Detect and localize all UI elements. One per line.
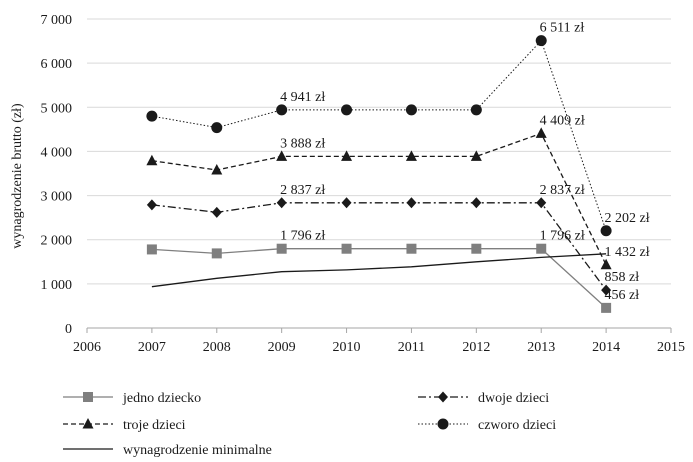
- data-point-dwoje-dzieci: [601, 284, 612, 296]
- data-point-troje-dzieci: [146, 154, 158, 166]
- data-point-jedno-dziecko: [211, 248, 222, 259]
- x-tick-label: 2010: [333, 340, 361, 355]
- x-tick-label: 2013: [527, 340, 555, 355]
- y-tick-label: 3 000: [41, 190, 73, 205]
- legend-marker-troje-dzieci: [82, 418, 94, 429]
- series-line-czworo-dzieci: [151, 39, 607, 231]
- data-point-jedno-dziecko: [601, 302, 612, 313]
- data-point-dwoje-dzieci: [211, 206, 222, 218]
- data-label: 4 941 zł: [280, 90, 325, 105]
- legend: jedno dziecko dwoje dzieci troje dzieci czw…: [63, 391, 556, 458]
- grid: [87, 18, 671, 285]
- series-markers: [146, 35, 612, 313]
- data-point-dwoje-dzieci: [276, 197, 287, 209]
- legend-item-czworo-dzieci: czworo dzieci: [418, 418, 556, 433]
- data-point-troje-dzieci: [211, 163, 223, 175]
- data-label: 1 432 zł: [605, 245, 650, 260]
- x-tick-label: 2007: [138, 340, 166, 355]
- x-tick-label: 2009: [268, 340, 296, 355]
- series-line-dwoje-dzieci: [151, 202, 607, 291]
- series-lines: [151, 39, 607, 309]
- data-point-czworo-dzieci: [405, 104, 417, 116]
- data-point-troje-dzieci: [535, 127, 547, 138]
- data-point-dwoje-dzieci: [471, 197, 482, 209]
- data-point-jedno-dziecko: [536, 243, 547, 254]
- data-point-czworo-dzieci: [211, 122, 223, 134]
- legend-marker-dwoje-dzieci: [438, 391, 448, 403]
- data-point-dwoje-dzieci: [341, 197, 352, 209]
- y-tick-label: 2 000: [41, 234, 73, 249]
- data-label: 456 zł: [605, 288, 640, 303]
- x-tick-label: 2014: [592, 340, 620, 355]
- data-point-jedno-dziecko: [406, 243, 417, 254]
- legend-label: czworo dzieci: [478, 418, 556, 433]
- series-line-jedno-dziecko: [151, 248, 607, 309]
- data-point-jedno-dziecko: [146, 244, 157, 255]
- data-point-troje-dzieci: [405, 150, 417, 161]
- axes: 0 1 000 2 000 3 000 4 000 5 000 6 000 7 000 2006…: [41, 13, 686, 355]
- data-point-dwoje-dzieci: [536, 197, 547, 209]
- data-label: 6 511 zł: [540, 21, 585, 36]
- y-tick-label: 6 000: [41, 57, 73, 72]
- data-label: 1 796 zł: [540, 229, 585, 244]
- legend-item-wynagrodzenie-minimalne: wynagrodzenie minimalne: [63, 443, 272, 458]
- data-point-jedno-dziecko: [276, 243, 287, 254]
- legend-label: jedno dziecko: [122, 391, 201, 406]
- legend-item-troje-dzieci: troje dzieci: [63, 418, 186, 433]
- x-tick-label: 2008: [203, 340, 231, 355]
- data-point-troje-dzieci: [276, 150, 288, 161]
- data-point-czworo-dzieci: [341, 104, 353, 116]
- legend-label: wynagrodzenie minimalne: [123, 443, 272, 457]
- x-tick-label: 2011: [398, 340, 425, 355]
- y-axis-title: wynagrodzenie brutto (zł): [10, 103, 25, 249]
- y-tick-label: 5 000: [41, 101, 73, 116]
- legend-label: troje dzieci: [123, 418, 186, 433]
- y-tick-label: 7 000: [41, 13, 73, 28]
- series-line-troje-dzieci: [151, 132, 607, 266]
- data-label: 2 837 zł: [540, 183, 585, 198]
- data-point-jedno-dziecko: [341, 243, 352, 254]
- data-point-czworo-dzieci: [276, 104, 288, 116]
- legend-label: dwoje dzieci: [478, 391, 549, 406]
- data-point-jedno-dziecko: [471, 243, 482, 254]
- series-line-wynagrodzenie-minimalne: [151, 253, 607, 288]
- data-point-troje-dzieci: [600, 258, 612, 270]
- data-point-troje-dzieci: [470, 150, 482, 161]
- data-point-czworo-dzieci: [535, 35, 547, 47]
- data-point-troje-dzieci: [341, 150, 353, 161]
- legend-marker-jedno-dziecko: [83, 392, 93, 402]
- data-point-czworo-dzieci: [600, 225, 612, 237]
- data-labels: 4 941 zł 3 888 zł 2 837 zł 1 796 zł 6 511 zł…: [280, 21, 650, 303]
- y-tick-label: 0: [65, 322, 72, 337]
- data-point-dwoje-dzieci: [406, 197, 417, 209]
- legend-item-jedno-dziecko: jedno dziecko: [63, 391, 201, 406]
- data-label: 2 837 zł: [280, 183, 325, 198]
- y-tick-label: 4 000: [41, 145, 73, 160]
- x-tick-label: 2006: [73, 340, 101, 355]
- data-point-czworo-dzieci: [146, 110, 158, 122]
- data-label: 1 796 zł: [280, 229, 325, 244]
- y-tick-label: 1 000: [41, 278, 73, 293]
- data-label: 2 202 zł: [605, 211, 650, 226]
- data-label: 858 zł: [605, 270, 640, 285]
- data-point-czworo-dzieci: [470, 104, 482, 116]
- data-label: 4 409 zł: [540, 113, 585, 128]
- data-point-dwoje-dzieci: [146, 199, 157, 211]
- x-tick-label: 2012: [462, 340, 490, 355]
- legend-marker-czworo-dzieci: [437, 418, 449, 430]
- x-tick-label: 2015: [657, 340, 685, 355]
- data-label: 3 888 zł: [280, 136, 325, 151]
- legend-item-dwoje-dzieci: dwoje dzieci: [418, 391, 549, 406]
